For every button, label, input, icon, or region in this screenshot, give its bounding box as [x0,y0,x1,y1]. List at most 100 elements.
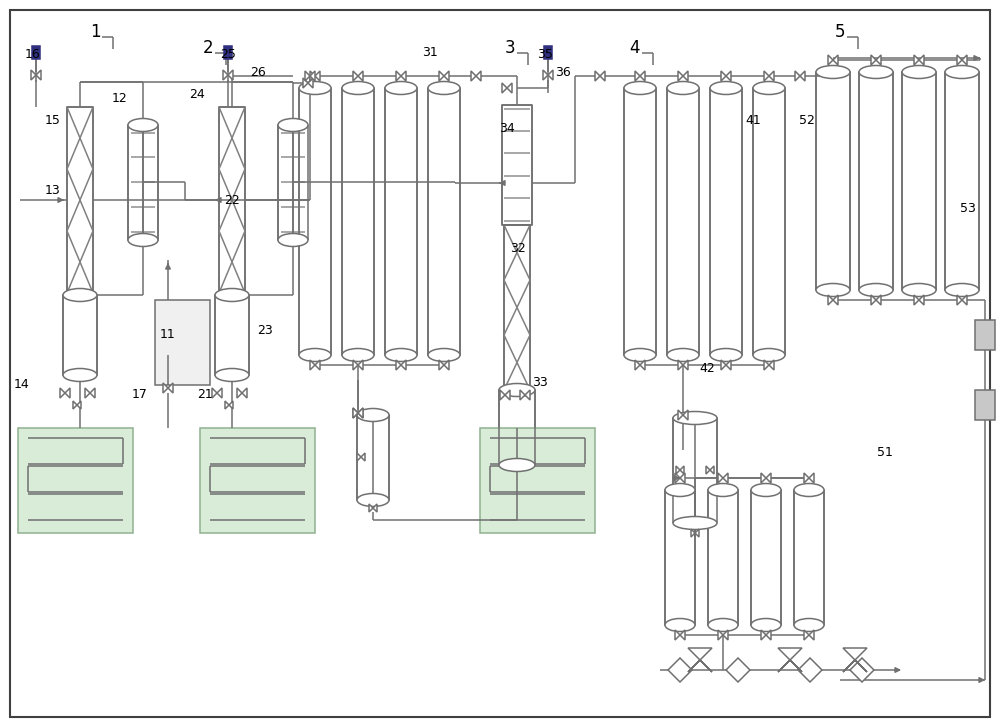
Polygon shape [675,473,685,483]
Ellipse shape [859,284,893,297]
Text: 15: 15 [45,113,61,126]
Polygon shape [678,360,688,370]
Ellipse shape [708,483,738,497]
Polygon shape [303,78,313,88]
Polygon shape [798,658,822,682]
Text: 42: 42 [699,361,715,374]
Ellipse shape [710,81,742,95]
Ellipse shape [215,289,249,302]
Text: 21: 21 [197,388,213,401]
Polygon shape [718,630,728,640]
Ellipse shape [342,348,374,361]
Bar [816,72,850,290]
Ellipse shape [624,348,656,361]
Polygon shape [353,360,363,370]
Text: 41: 41 [745,113,761,126]
Polygon shape [676,466,684,474]
Polygon shape [678,410,688,420]
Bar [342,88,374,355]
Bar [975,320,995,350]
Text: 36: 36 [555,66,571,79]
Ellipse shape [428,81,460,95]
Polygon shape [871,295,881,305]
Bar [708,490,738,625]
Polygon shape [237,388,247,398]
Ellipse shape [499,384,535,396]
Ellipse shape [945,65,979,79]
Polygon shape [471,71,481,81]
Bar [975,390,995,420]
Polygon shape [706,466,714,474]
Polygon shape [439,71,449,81]
Bar [63,295,97,375]
Polygon shape [804,630,814,640]
Bar [710,88,742,355]
Bar [902,72,936,290]
Ellipse shape [673,516,717,529]
Ellipse shape [428,348,460,361]
Bar [200,428,315,533]
Polygon shape [73,401,81,409]
Text: 1: 1 [90,23,100,41]
Text: 26: 26 [250,66,266,79]
Text: 25: 25 [220,49,236,62]
Bar [32,46,40,59]
Text: 5: 5 [835,23,845,41]
Ellipse shape [751,483,781,497]
Polygon shape [718,473,728,483]
Text: 51: 51 [877,446,893,459]
Ellipse shape [902,284,936,297]
Ellipse shape [902,65,936,79]
Polygon shape [396,360,406,370]
Ellipse shape [753,81,785,95]
Ellipse shape [499,459,535,472]
Ellipse shape [708,619,738,632]
Ellipse shape [859,65,893,79]
Ellipse shape [945,284,979,297]
Text: 3: 3 [505,39,515,57]
Text: 16: 16 [25,49,41,62]
Ellipse shape [665,619,695,632]
Polygon shape [914,55,924,65]
Text: 14: 14 [14,379,30,392]
Ellipse shape [665,483,695,497]
Ellipse shape [215,369,249,382]
Bar [544,46,552,59]
Text: 34: 34 [499,121,515,134]
Text: 53: 53 [960,201,976,214]
Ellipse shape [63,289,97,302]
Ellipse shape [794,619,824,632]
Bar [504,225,530,390]
Polygon shape [668,658,692,682]
Ellipse shape [128,119,158,132]
Polygon shape [871,55,881,65]
Text: 17: 17 [132,388,148,401]
Bar [215,295,249,375]
Polygon shape [721,360,731,370]
Polygon shape [543,70,553,80]
Text: 35: 35 [537,49,553,62]
Ellipse shape [751,619,781,632]
Polygon shape [163,383,173,393]
Polygon shape [850,658,874,682]
Polygon shape [795,71,805,81]
Polygon shape [828,55,838,65]
Text: 23: 23 [257,324,273,337]
Bar [499,390,535,465]
Polygon shape [635,360,645,370]
Polygon shape [500,390,510,400]
Bar [753,88,785,355]
Text: 33: 33 [532,376,548,388]
Ellipse shape [753,348,785,361]
Bar [299,88,331,355]
Text: 2: 2 [203,39,213,57]
Bar [859,72,893,290]
Bar [673,418,717,523]
Polygon shape [764,360,774,370]
Bar [67,107,93,295]
Bar [219,107,245,295]
Polygon shape [396,71,406,81]
Ellipse shape [385,81,417,95]
Polygon shape [502,83,512,93]
Polygon shape [212,388,222,398]
